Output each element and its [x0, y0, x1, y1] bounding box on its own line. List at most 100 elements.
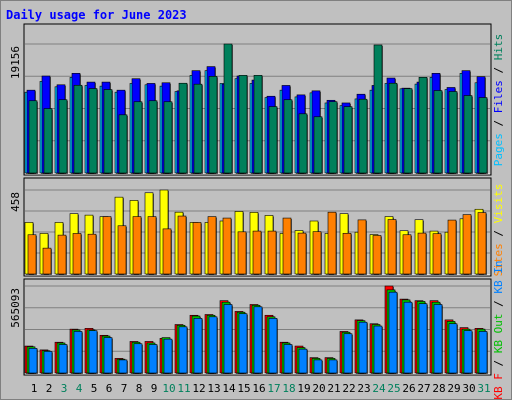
- day-label-29: 29: [447, 382, 460, 395]
- bar-hits-24: [373, 44, 383, 174]
- bar-hits-26: [403, 88, 413, 174]
- bar-hits-16: [253, 75, 263, 174]
- bar-hits-2: [43, 108, 53, 174]
- bar-hits-7: [118, 114, 128, 174]
- bar-sites-28: [432, 233, 442, 275]
- bar-hits-28: [433, 90, 443, 174]
- bar-kb-in-13: [208, 316, 218, 374]
- legend-entry: /: [492, 60, 505, 80]
- bar-kb-in-19: [298, 348, 308, 374]
- day-label-1: 1: [31, 382, 38, 395]
- day-label-11: 11: [177, 382, 190, 395]
- bar-sites-9: [147, 216, 157, 275]
- bar-sites-24: [372, 235, 382, 275]
- bar-sites-3: [57, 234, 67, 275]
- bar-kb-in-6: [103, 337, 113, 374]
- bar-kb-in-27: [418, 303, 428, 374]
- bar-kb-in-8: [133, 343, 143, 374]
- legend-entry: /: [492, 223, 505, 243]
- day-label-27: 27: [417, 382, 430, 395]
- bar-sites-18: [282, 217, 292, 275]
- day-label-19: 19: [297, 382, 310, 395]
- legend-entry: Files: [492, 80, 505, 113]
- bar-sites-14: [222, 217, 232, 275]
- day-label-22: 22: [342, 382, 355, 395]
- bar-kb-in-11: [178, 326, 188, 374]
- bar-sites-25: [387, 219, 397, 275]
- bar-sites-23: [357, 219, 367, 275]
- legend-entry: KB F: [492, 373, 505, 400]
- bar-hits-12: [193, 83, 203, 174]
- bar-hits-3: [58, 99, 68, 174]
- bar-kb-in-29: [448, 323, 458, 374]
- bar-sites-16: [252, 230, 262, 275]
- bar-hits-11: [178, 82, 188, 174]
- legend-entry: /: [492, 113, 505, 133]
- bar-kb-in-4: [73, 331, 83, 374]
- day-label-17: 17: [267, 382, 280, 395]
- bar-hits-13: [208, 76, 218, 174]
- day-label-14: 14: [222, 382, 236, 395]
- day-label-26: 26: [402, 382, 415, 395]
- bar-hits-17: [268, 106, 278, 174]
- bar-hits-31: [478, 97, 488, 174]
- legend-entry: /: [492, 353, 505, 373]
- bar-hits-29: [448, 91, 458, 174]
- bar-kb-in-2: [43, 351, 53, 374]
- legend-entry: Pages: [492, 133, 505, 166]
- bar-kb-in-15: [238, 313, 248, 374]
- bar-hits-15: [238, 75, 248, 174]
- bar-sites-17: [267, 230, 277, 275]
- day-label-31: 31: [477, 382, 490, 395]
- bar-kb-in-31: [478, 331, 488, 374]
- legend-entry: Hits: [492, 34, 505, 61]
- bar-hits-9: [148, 100, 158, 174]
- day-label-15: 15: [237, 382, 250, 395]
- bar-hits-20: [313, 116, 323, 174]
- day-label-2: 2: [46, 382, 53, 395]
- day-label-18: 18: [282, 382, 295, 395]
- bar-sites-5: [87, 233, 97, 275]
- legend-entry: /: [492, 294, 505, 314]
- bar-hits-8: [133, 101, 143, 174]
- day-label-23: 23: [357, 382, 370, 395]
- day-label-20: 20: [312, 382, 325, 395]
- bar-kb-in-5: [88, 330, 98, 374]
- bar-sites-15: [237, 231, 247, 275]
- bar-kb-in-9: [148, 344, 158, 374]
- bar-sites-13: [207, 216, 217, 275]
- bar-sites-19: [297, 232, 307, 275]
- bar-hits-1: [28, 100, 38, 174]
- bar-kb-in-14: [223, 304, 233, 374]
- bar-hits-22: [343, 106, 353, 174]
- legend-entry: KB In: [492, 260, 505, 293]
- bar-kb-in-23: [358, 321, 368, 374]
- bar-hits-19: [298, 113, 308, 174]
- bar-sites-7: [117, 225, 127, 275]
- day-label-30: 30: [462, 382, 475, 395]
- day-label-24: 24: [372, 382, 386, 395]
- panel-2-ymax-label: 458: [9, 192, 22, 212]
- bar-kb-in-21: [328, 359, 338, 374]
- bar-hits-21: [328, 101, 338, 174]
- bar-kb-in-12: [193, 318, 203, 374]
- bar-kb-in-26: [403, 301, 413, 374]
- day-label-28: 28: [432, 382, 445, 395]
- bar-hits-23: [358, 98, 368, 174]
- bar-sites-10: [162, 228, 172, 275]
- bar-kb-in-7: [118, 359, 128, 374]
- bar-hits-30: [463, 95, 473, 174]
- bar-sites-22: [342, 232, 352, 275]
- bar-hits-5: [88, 88, 98, 174]
- legend-entry: Sites: [492, 243, 505, 276]
- bar-sites-21: [327, 211, 337, 275]
- chart-title: Daily usage for June 2023: [6, 8, 187, 22]
- bar-kb-in-28: [433, 304, 443, 374]
- bar-kb-in-17: [268, 318, 278, 374]
- bar-sites-8: [132, 216, 142, 275]
- bar-sites-12: [192, 222, 202, 275]
- panel-2-legend: Sites / Visits: [492, 184, 505, 277]
- bar-sites-11: [177, 215, 187, 275]
- bar-sites-27: [417, 232, 427, 275]
- bar-kb-in-30: [463, 330, 473, 374]
